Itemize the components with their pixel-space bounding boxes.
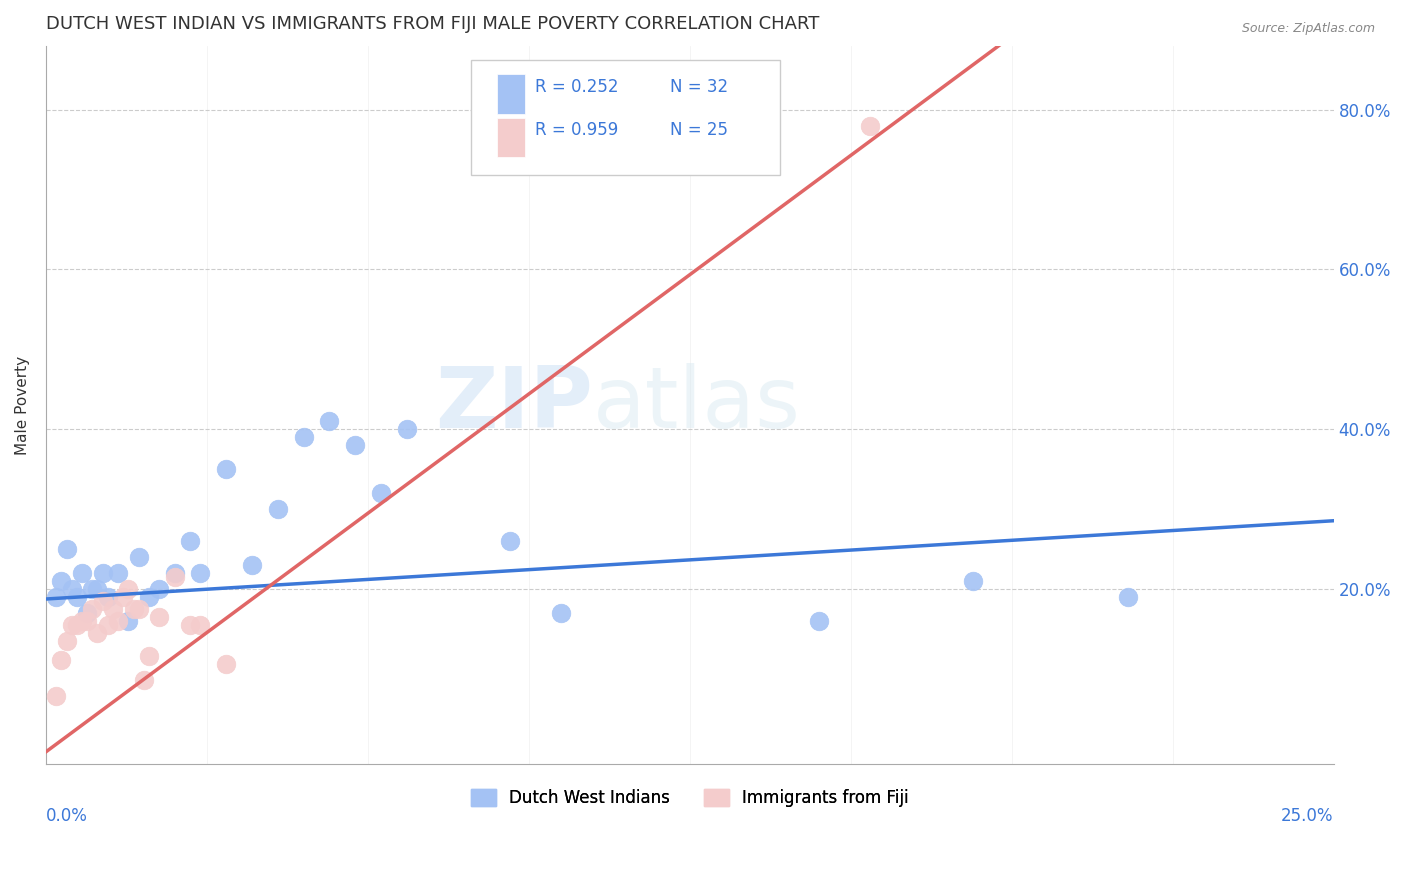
Point <box>292 430 315 444</box>
Point <box>66 617 89 632</box>
Point <box>76 606 98 620</box>
Point <box>122 601 145 615</box>
Point <box>70 614 93 628</box>
Point <box>112 590 135 604</box>
Point <box>1116 590 1139 604</box>
Point <box>60 582 83 596</box>
Text: R = 0.959: R = 0.959 <box>536 121 619 139</box>
Point <box>190 566 212 580</box>
Point <box>117 614 139 628</box>
Y-axis label: Male Poverty: Male Poverty <box>15 355 30 455</box>
Point <box>76 614 98 628</box>
Point <box>86 625 108 640</box>
Bar <box>496 74 524 114</box>
Point <box>215 657 238 672</box>
Text: ZIP: ZIP <box>436 363 593 447</box>
Text: 0.0%: 0.0% <box>46 807 87 825</box>
Point <box>962 574 984 588</box>
Point <box>807 614 830 628</box>
Point <box>215 462 238 476</box>
Point <box>550 606 572 620</box>
Point <box>138 649 160 664</box>
Point <box>91 593 114 607</box>
Point <box>55 541 77 556</box>
Point <box>240 558 263 572</box>
Point <box>107 566 129 580</box>
Text: DUTCH WEST INDIAN VS IMMIGRANTS FROM FIJI MALE POVERTY CORRELATION CHART: DUTCH WEST INDIAN VS IMMIGRANTS FROM FIJ… <box>46 15 820 33</box>
Point <box>148 582 170 596</box>
Point <box>179 533 201 548</box>
Point <box>70 566 93 580</box>
Text: 25.0%: 25.0% <box>1281 807 1334 825</box>
Point <box>82 601 104 615</box>
Point <box>51 653 73 667</box>
Point <box>267 501 290 516</box>
Point <box>132 673 155 688</box>
Text: atlas: atlas <box>593 363 801 447</box>
Point <box>128 601 150 615</box>
Point <box>370 485 392 500</box>
Point <box>45 690 67 704</box>
Point <box>107 614 129 628</box>
Point <box>86 582 108 596</box>
Point <box>343 438 366 452</box>
Point <box>97 590 120 604</box>
Point <box>318 414 340 428</box>
Point <box>66 590 89 604</box>
FancyBboxPatch shape <box>471 60 780 175</box>
Point <box>60 617 83 632</box>
Point <box>859 119 882 133</box>
Point <box>138 590 160 604</box>
Point <box>190 617 212 632</box>
Point <box>498 533 520 548</box>
Text: R = 0.252: R = 0.252 <box>536 78 619 96</box>
Point <box>148 609 170 624</box>
Point <box>45 590 67 604</box>
Point <box>55 633 77 648</box>
Text: Source: ZipAtlas.com: Source: ZipAtlas.com <box>1241 22 1375 36</box>
Point <box>82 582 104 596</box>
Point <box>117 582 139 596</box>
Point <box>51 574 73 588</box>
Text: N = 32: N = 32 <box>671 78 728 96</box>
Point <box>163 569 186 583</box>
Point <box>163 566 186 580</box>
Point <box>91 566 114 580</box>
Point <box>128 549 150 564</box>
Point <box>179 617 201 632</box>
Bar <box>496 118 524 157</box>
Point <box>97 617 120 632</box>
Text: N = 25: N = 25 <box>671 121 728 139</box>
Point <box>101 601 124 615</box>
Point <box>395 422 418 436</box>
Legend: Dutch West Indians, Immigrants from Fiji: Dutch West Indians, Immigrants from Fiji <box>464 782 915 814</box>
